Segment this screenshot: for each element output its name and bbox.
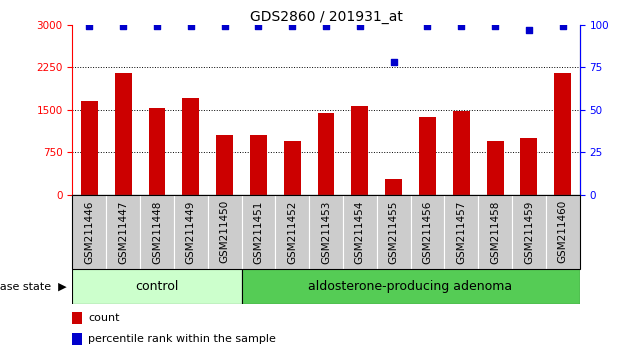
FancyBboxPatch shape bbox=[275, 195, 309, 269]
Text: disease state  ▶: disease state ▶ bbox=[0, 282, 66, 292]
Bar bbox=[318, 113, 335, 195]
Bar bbox=[453, 112, 470, 195]
FancyBboxPatch shape bbox=[140, 195, 174, 269]
FancyBboxPatch shape bbox=[72, 269, 241, 304]
Point bbox=[220, 24, 230, 29]
Bar bbox=[182, 98, 199, 195]
Text: GSM211447: GSM211447 bbox=[118, 200, 128, 264]
FancyBboxPatch shape bbox=[411, 195, 444, 269]
Text: GSM211455: GSM211455 bbox=[389, 200, 399, 264]
FancyBboxPatch shape bbox=[309, 195, 343, 269]
Text: GSM211454: GSM211454 bbox=[355, 200, 365, 264]
Text: GSM211453: GSM211453 bbox=[321, 200, 331, 264]
Text: GSM211458: GSM211458 bbox=[490, 200, 500, 264]
Bar bbox=[385, 179, 402, 195]
FancyBboxPatch shape bbox=[241, 195, 275, 269]
FancyBboxPatch shape bbox=[478, 195, 512, 269]
Point bbox=[186, 24, 196, 29]
FancyBboxPatch shape bbox=[208, 195, 241, 269]
FancyBboxPatch shape bbox=[377, 195, 411, 269]
Point bbox=[490, 24, 500, 29]
Point bbox=[524, 27, 534, 33]
Bar bbox=[486, 141, 503, 195]
Bar bbox=[149, 108, 166, 195]
Text: GSM211452: GSM211452 bbox=[287, 200, 297, 264]
Text: GSM211460: GSM211460 bbox=[558, 200, 568, 263]
FancyBboxPatch shape bbox=[106, 195, 140, 269]
Text: aldosterone-producing adenoma: aldosterone-producing adenoma bbox=[309, 280, 513, 293]
Text: GSM211446: GSM211446 bbox=[84, 200, 94, 264]
Bar bbox=[554, 73, 571, 195]
FancyBboxPatch shape bbox=[444, 195, 478, 269]
Text: control: control bbox=[135, 280, 179, 293]
FancyBboxPatch shape bbox=[546, 195, 580, 269]
Point bbox=[152, 24, 162, 29]
Title: GDS2860 / 201931_at: GDS2860 / 201931_at bbox=[249, 10, 403, 24]
Bar bbox=[216, 135, 233, 195]
Bar bbox=[72, 333, 82, 346]
Point bbox=[355, 24, 365, 29]
FancyBboxPatch shape bbox=[343, 195, 377, 269]
Text: GSM211459: GSM211459 bbox=[524, 200, 534, 264]
Bar bbox=[81, 101, 98, 195]
Text: GSM211457: GSM211457 bbox=[456, 200, 466, 264]
Text: GSM211451: GSM211451 bbox=[253, 200, 263, 264]
Point bbox=[389, 59, 399, 65]
Point bbox=[558, 24, 568, 29]
Point bbox=[84, 24, 94, 29]
Text: percentile rank within the sample: percentile rank within the sample bbox=[88, 335, 276, 344]
FancyBboxPatch shape bbox=[72, 195, 106, 269]
Bar bbox=[250, 135, 267, 195]
FancyBboxPatch shape bbox=[174, 195, 208, 269]
Bar bbox=[419, 116, 436, 195]
Point bbox=[287, 24, 297, 29]
FancyBboxPatch shape bbox=[512, 195, 546, 269]
Bar bbox=[72, 312, 82, 324]
Point bbox=[253, 24, 263, 29]
Text: GSM211456: GSM211456 bbox=[423, 200, 432, 264]
Text: GSM211448: GSM211448 bbox=[152, 200, 162, 264]
Text: GSM211449: GSM211449 bbox=[186, 200, 196, 264]
Point bbox=[423, 24, 433, 29]
Text: count: count bbox=[88, 313, 120, 323]
Point bbox=[456, 24, 466, 29]
Bar bbox=[284, 141, 301, 195]
Bar bbox=[352, 106, 369, 195]
FancyBboxPatch shape bbox=[241, 269, 580, 304]
Point bbox=[321, 24, 331, 29]
Bar bbox=[520, 138, 537, 195]
Text: GSM211450: GSM211450 bbox=[220, 200, 229, 263]
Bar bbox=[115, 73, 132, 195]
Point bbox=[118, 24, 129, 29]
